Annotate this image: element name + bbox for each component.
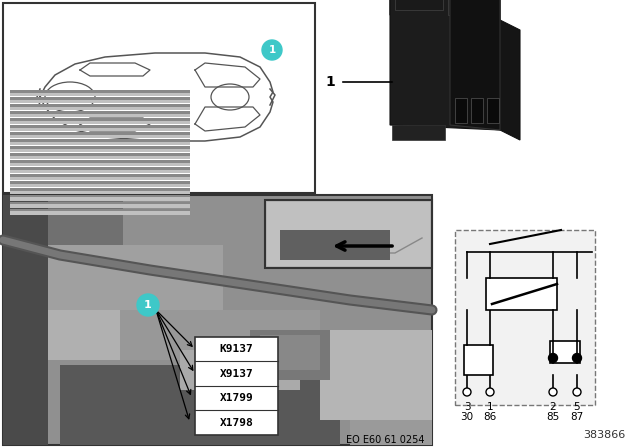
Circle shape <box>573 353 582 362</box>
Bar <box>10 202 190 204</box>
Bar <box>455 230 595 405</box>
Bar <box>280 230 390 260</box>
Bar <box>265 200 432 268</box>
Bar <box>350 350 432 445</box>
Bar <box>550 341 580 362</box>
Bar <box>10 209 190 211</box>
Bar <box>10 174 190 177</box>
Text: 1: 1 <box>144 300 152 310</box>
Bar <box>195 337 278 435</box>
Bar <box>250 330 330 380</box>
Text: 383866: 383866 <box>583 430 625 440</box>
Text: 5: 5 <box>573 402 580 412</box>
Text: 1: 1 <box>268 45 276 55</box>
Circle shape <box>548 353 557 362</box>
Bar <box>10 184 190 187</box>
Polygon shape <box>390 0 500 20</box>
Bar <box>3 310 183 360</box>
Bar <box>10 142 190 145</box>
Bar <box>10 121 190 124</box>
Text: EO E60 61 0254: EO E60 61 0254 <box>346 435 424 445</box>
Bar <box>10 181 190 184</box>
Text: X1798: X1798 <box>220 418 253 428</box>
Bar <box>395 0 443 10</box>
Text: X1799: X1799 <box>220 393 253 403</box>
Bar <box>448 0 493 15</box>
Bar <box>10 155 190 159</box>
Polygon shape <box>390 0 500 130</box>
Bar <box>10 167 190 169</box>
Bar <box>10 134 190 138</box>
Bar <box>3 3 315 193</box>
Bar <box>3 195 123 280</box>
Polygon shape <box>450 0 500 130</box>
Text: 3: 3 <box>464 402 470 412</box>
Bar <box>10 153 190 155</box>
Text: 86: 86 <box>483 412 497 422</box>
Bar <box>10 132 190 134</box>
Bar <box>10 118 190 121</box>
Circle shape <box>463 388 471 396</box>
Polygon shape <box>500 20 520 140</box>
Bar <box>10 107 190 110</box>
Bar <box>3 245 223 310</box>
Bar <box>464 345 493 375</box>
Bar <box>10 177 190 180</box>
Bar <box>455 98 467 123</box>
Text: 1: 1 <box>325 75 335 89</box>
Bar <box>10 97 190 99</box>
Bar <box>487 98 499 123</box>
Circle shape <box>549 388 557 396</box>
Bar <box>10 139 190 142</box>
Text: 2: 2 <box>550 402 556 412</box>
Bar <box>10 99 190 103</box>
Circle shape <box>262 40 282 60</box>
Bar <box>180 350 300 390</box>
Circle shape <box>573 388 581 396</box>
Text: 85: 85 <box>547 412 559 422</box>
Polygon shape <box>392 125 445 140</box>
Bar <box>10 113 190 117</box>
Bar <box>10 198 190 201</box>
Bar <box>486 278 557 310</box>
Bar <box>10 90 190 92</box>
Bar <box>10 169 190 173</box>
Bar <box>471 98 483 123</box>
Circle shape <box>137 294 159 316</box>
Bar <box>10 92 190 96</box>
Bar <box>3 195 48 445</box>
Bar <box>320 330 432 420</box>
Bar <box>60 365 340 445</box>
Bar <box>260 335 320 370</box>
Bar <box>10 148 190 152</box>
Bar <box>10 128 190 131</box>
Bar <box>10 188 190 190</box>
Bar <box>10 195 190 198</box>
Bar <box>10 104 190 107</box>
Circle shape <box>486 388 494 396</box>
Text: X9137: X9137 <box>220 369 253 379</box>
Text: 87: 87 <box>570 412 584 422</box>
Bar <box>10 160 190 163</box>
Bar <box>267 202 430 266</box>
Bar <box>10 146 190 148</box>
Bar <box>10 190 190 194</box>
Text: 30: 30 <box>460 412 474 422</box>
Bar <box>10 204 190 208</box>
Text: K9137: K9137 <box>220 344 253 354</box>
Bar <box>3 195 432 445</box>
Bar <box>10 125 190 128</box>
Bar <box>10 211 190 215</box>
Bar <box>10 111 190 113</box>
Bar <box>10 163 190 166</box>
Text: 1: 1 <box>486 402 493 412</box>
Bar <box>120 310 320 360</box>
